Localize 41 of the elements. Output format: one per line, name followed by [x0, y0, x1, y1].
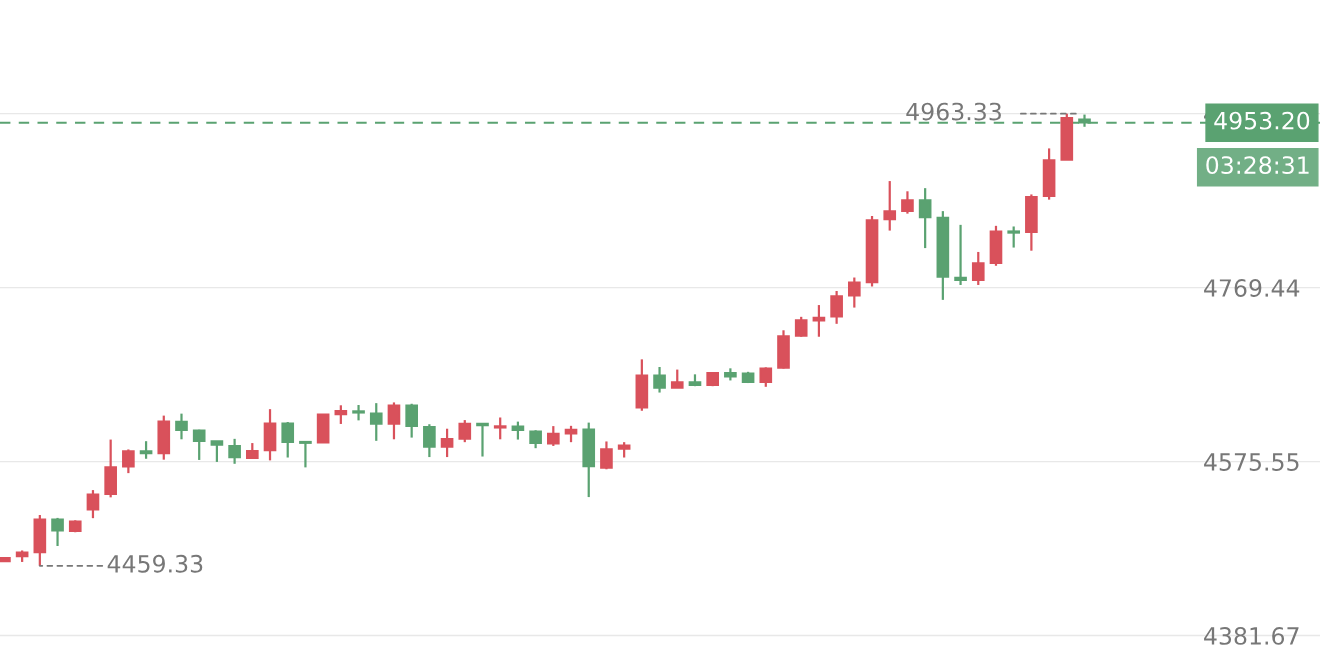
candlestick: [901, 190, 914, 215]
candlestick: [440, 427, 454, 459]
candlestick: [210, 440, 224, 464]
candlestick: [883, 179, 897, 232]
ref-line-label: 4953.20: [1214, 111, 1310, 130]
y-tick-label: 4381.67: [1204, 627, 1299, 645]
annotation: 4459.33: [107, 554, 203, 573]
candlestick: [918, 187, 932, 250]
candlestick: [175, 412, 188, 441]
candlestick: [458, 418, 472, 444]
annotation: 4963.33: [906, 102, 1001, 121]
candlestick: [122, 448, 135, 475]
candlestick: [670, 368, 684, 389]
candlestick: [476, 422, 489, 458]
candlestick: [812, 303, 826, 338]
candlestick: [387, 401, 401, 441]
candlestick: [281, 420, 295, 459]
candlestick: [86, 488, 100, 520]
candlestick: [334, 404, 348, 426]
candlestick: [794, 315, 808, 338]
candlestick: [369, 402, 383, 442]
candlestick: [405, 402, 418, 439]
candlestick: [848, 276, 861, 309]
candlestick: [954, 223, 967, 287]
candlestick: [192, 428, 206, 462]
candlestick: [1007, 225, 1021, 249]
candlestick: [51, 516, 64, 548]
candlestick: [653, 365, 666, 394]
candlestick: [830, 289, 843, 325]
candlestick: [228, 437, 241, 465]
candlestick: [493, 416, 507, 441]
candlestick: [352, 403, 365, 422]
text: 03:28:31: [1206, 156, 1309, 175]
y-tick-label: 4769.44: [1204, 279, 1300, 297]
candlestick: [971, 250, 985, 287]
candlestick: [600, 440, 613, 471]
candlestick: [423, 423, 436, 459]
candlestick: [546, 425, 560, 448]
y-tick-label: 4575.55: [1204, 453, 1299, 471]
candlestick: [759, 366, 773, 388]
candlestick: [299, 440, 312, 469]
